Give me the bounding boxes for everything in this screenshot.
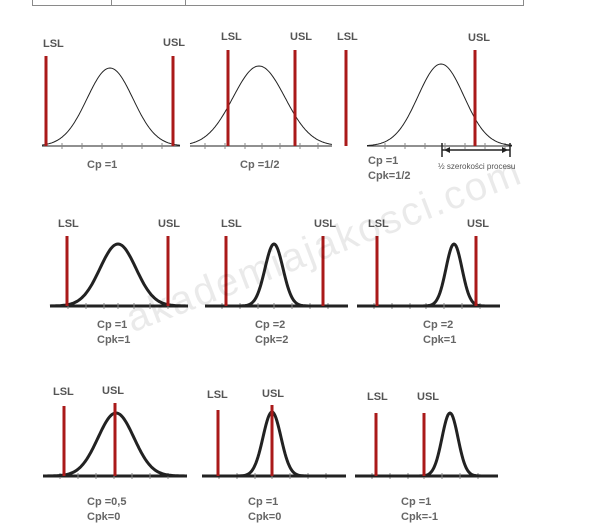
- lsl-label: LSL: [53, 386, 74, 398]
- lsl-label: LSL: [58, 218, 79, 230]
- lsl-label: LSL: [337, 31, 358, 43]
- usl-label: USL: [163, 37, 185, 49]
- cp-value: Cp =1: [87, 159, 118, 171]
- cpk-value: Cpk=0: [87, 511, 121, 523]
- cpk-value: Cpk=1: [423, 334, 457, 346]
- usl-label: USL: [468, 32, 490, 44]
- distribution-curve: [355, 411, 498, 478]
- cpk-value: Cpk=1: [97, 334, 131, 346]
- cp-value: Cp =1: [248, 496, 279, 508]
- lsl-label: LSL: [43, 38, 64, 50]
- distribution-curve: [189, 65, 333, 145]
- table-divider: [111, 0, 112, 5]
- usl-label: USL: [158, 218, 180, 230]
- lsl-label: LSL: [368, 218, 389, 230]
- table-divider: [185, 0, 186, 5]
- cpk-value: Cpk=1/2: [368, 170, 411, 182]
- usl-label: USL: [290, 31, 312, 43]
- cp-value: Cp =1: [368, 155, 399, 167]
- lsl-label: LSL: [367, 391, 388, 403]
- usl-label: USL: [417, 391, 439, 403]
- distribution-curve: [49, 242, 188, 308]
- usl-label: USL: [467, 218, 489, 230]
- cp-value: Cp =1: [97, 319, 128, 331]
- distribution-curve: [202, 410, 346, 478]
- cp-value: Cp =2: [255, 319, 286, 331]
- distribution-curve: [367, 63, 513, 146]
- lsl-label: LSL: [221, 31, 242, 43]
- usl-label: USL: [314, 218, 336, 230]
- cpk-value: Cpk=0: [248, 511, 282, 523]
- cpk-value: Cpk=2: [255, 334, 289, 346]
- arrow-head: [444, 147, 450, 153]
- half-width-note: ½ szerokości procesu: [438, 162, 516, 171]
- table-fragment: [32, 0, 524, 6]
- lsl-label: LSL: [207, 389, 228, 401]
- arrow-head: [502, 147, 508, 153]
- cp-value: Cp =1/2: [240, 159, 280, 171]
- distribution-curve: [41, 67, 181, 146]
- usl-label: USL: [102, 385, 124, 397]
- cp-value: Cp =2: [423, 319, 454, 331]
- cp-value: Cp =0,5: [87, 496, 127, 508]
- cpk-value: Cpk=-1: [401, 511, 438, 523]
- usl-label: USL: [262, 388, 284, 400]
- cp-value: Cp =1: [401, 496, 432, 508]
- lsl-label: LSL: [221, 218, 242, 230]
